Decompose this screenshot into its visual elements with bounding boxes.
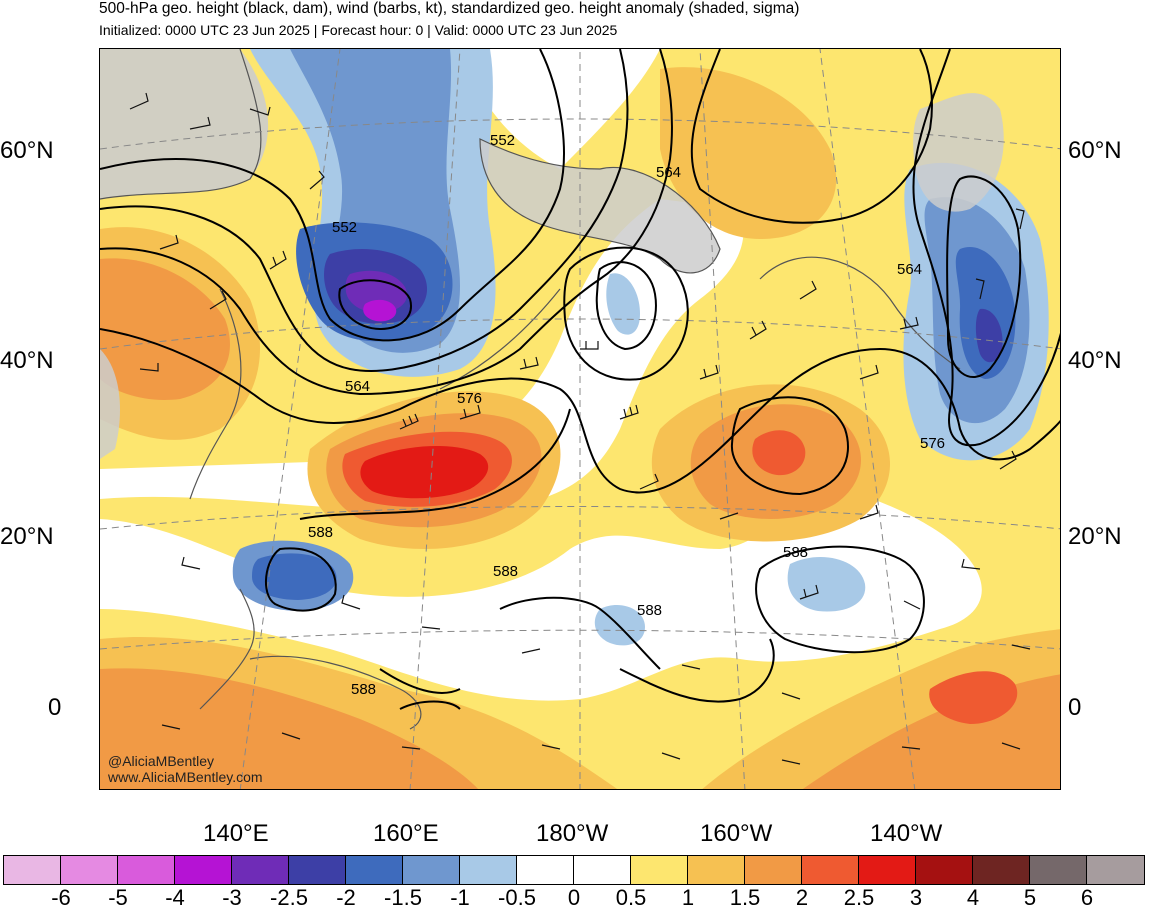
height-contours bbox=[100, 49, 1060, 710]
contour-label: 576 bbox=[457, 390, 482, 407]
colorbar-swatch bbox=[118, 856, 175, 884]
positive-anomaly-peak bbox=[752, 430, 806, 476]
colorbar-swatch bbox=[289, 856, 346, 884]
lat-label-right: 60°N bbox=[1068, 137, 1122, 164]
contour-label: 564 bbox=[656, 164, 681, 181]
colorbar-tick-label: 2 bbox=[795, 885, 809, 910]
contour-label: 552 bbox=[332, 219, 357, 236]
colorbar-swatch bbox=[859, 856, 916, 884]
contour-label: 552 bbox=[490, 132, 515, 149]
colorbar-swatch bbox=[802, 856, 859, 884]
positive-anomaly-region bbox=[660, 67, 837, 239]
colorbar-tick-label: 1 bbox=[681, 885, 695, 910]
lon-label: 160°W bbox=[700, 820, 773, 847]
colorbar-swatch bbox=[1030, 856, 1087, 884]
colorbar-swatch bbox=[460, 856, 517, 884]
land-mass bbox=[480, 139, 720, 273]
colorbar-tick-label: 5 bbox=[1023, 885, 1037, 910]
colorbar-swatch bbox=[232, 856, 289, 884]
colorbar-tick-label: 0.5 bbox=[615, 885, 647, 910]
colorbar-swatch bbox=[61, 856, 118, 884]
contour-label: 588 bbox=[351, 681, 376, 698]
lat-label-right: 20°N bbox=[1068, 523, 1122, 550]
colorbar-tick-label: -2.5 bbox=[270, 885, 308, 910]
colorbar-swatch bbox=[916, 856, 973, 884]
colorbar-tick-label: -6 bbox=[51, 885, 71, 910]
credit-handle: @AliciaMBentley bbox=[108, 753, 214, 769]
colorbar-swatch bbox=[745, 856, 802, 884]
colorbar-tick-label: -0.5 bbox=[498, 885, 536, 910]
contour-label: 588 bbox=[308, 524, 333, 541]
contour-label: 576 bbox=[920, 435, 945, 452]
land-mass bbox=[913, 93, 1004, 212]
coastlines bbox=[100, 49, 961, 730]
contour-labels: 552 564 552 564 576 564 588 588 588 588 … bbox=[308, 132, 945, 698]
land-mass bbox=[100, 49, 269, 199]
map-subtitle: Initialized: 0000 UTC 23 Jun 2025 | Fore… bbox=[99, 22, 618, 38]
colorbar-swatch bbox=[346, 856, 403, 884]
colorbar-swatch bbox=[973, 856, 1030, 884]
lon-label: 180°W bbox=[536, 820, 609, 847]
colorbar-tick-label: -3 bbox=[222, 885, 242, 910]
colorbar-tick-label: -1 bbox=[450, 885, 470, 910]
colorbar-tick-label: 3 bbox=[909, 885, 923, 910]
colorbar-swatch bbox=[688, 856, 745, 884]
colorbar-swatch bbox=[1087, 856, 1144, 884]
lat-label-right: 40°N bbox=[1068, 347, 1122, 374]
lat-label-left: 20°N bbox=[0, 523, 54, 550]
colorbar-tick-label: -1.5 bbox=[384, 885, 422, 910]
colorbar-tick-label: -5 bbox=[108, 885, 128, 910]
lat-label-left: 60°N bbox=[0, 137, 54, 164]
colorbar-swatch bbox=[175, 856, 232, 884]
colorbar-tick-label: 6 bbox=[1080, 885, 1094, 910]
lat-label-right: 0 bbox=[1068, 694, 1082, 721]
wind-barbs bbox=[129, 92, 1031, 765]
graticule bbox=[100, 49, 1060, 789]
credit-website: www.AliciaMBentley.com bbox=[107, 769, 263, 785]
anomaly-neutral-zone bbox=[100, 199, 744, 512]
colorbar-swatch bbox=[403, 856, 460, 884]
contour-label: 588 bbox=[637, 602, 662, 619]
negative-anomaly-region bbox=[787, 556, 866, 612]
map-canvas: 552 564 552 564 576 564 588 588 588 588 … bbox=[100, 49, 1060, 789]
contour-label: 588 bbox=[493, 563, 518, 580]
negative-anomaly-center bbox=[252, 553, 337, 600]
colorbar-tick-label: -4 bbox=[165, 885, 185, 910]
contour-label: 564 bbox=[897, 261, 922, 278]
colorbar-tick-label: 1.5 bbox=[729, 885, 761, 910]
colorbar bbox=[3, 855, 1145, 885]
lat-label-left: 40°N bbox=[0, 347, 54, 374]
colorbar-tick-label: 4 bbox=[966, 885, 980, 910]
lon-label: 140°W bbox=[870, 820, 943, 847]
contour-label: 564 bbox=[345, 378, 370, 395]
contour-label: 588 bbox=[783, 544, 808, 561]
colorbar-swatch bbox=[4, 856, 61, 884]
colorbar-tick-label: -2 bbox=[336, 885, 356, 910]
map-title: 500-hPa geo. height (black, dam), wind (… bbox=[99, 0, 800, 17]
colorbar-tick-label: 2.5 bbox=[843, 885, 875, 910]
map-panel[interactable]: 552 564 552 564 576 564 588 588 588 588 … bbox=[99, 48, 1061, 790]
land-mass bbox=[100, 349, 120, 459]
colorbar-swatch bbox=[631, 856, 688, 884]
lon-label: 160°E bbox=[373, 820, 439, 847]
colorbar-swatch bbox=[574, 856, 631, 884]
positive-anomaly-region bbox=[100, 258, 230, 400]
colorbar-swatch bbox=[517, 856, 574, 884]
negative-anomaly-center bbox=[975, 308, 1003, 363]
positive-anomaly-peak bbox=[360, 445, 489, 499]
positive-anomaly-region bbox=[100, 668, 479, 789]
colorbar-tick-label: 0 bbox=[567, 885, 581, 910]
negative-anomaly-center bbox=[363, 299, 397, 322]
lon-label: 140°E bbox=[203, 820, 269, 847]
positive-anomaly-peak bbox=[929, 671, 1018, 724]
lat-label-left: 0 bbox=[48, 694, 62, 721]
